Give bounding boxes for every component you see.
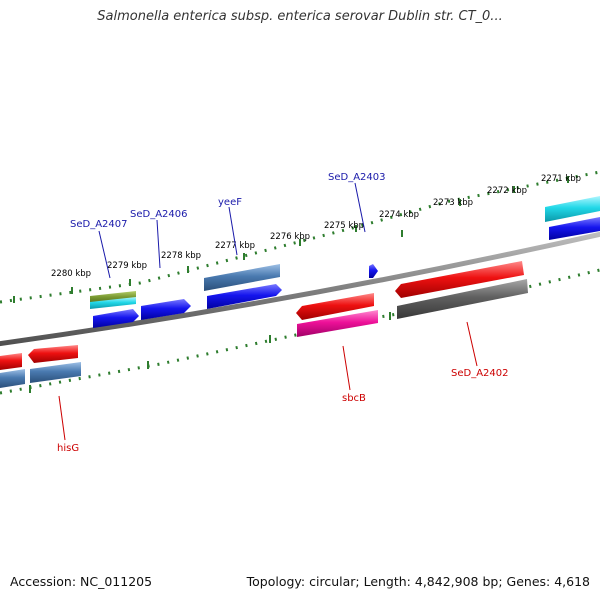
leader-sbcB <box>342 345 351 391</box>
tick-label: 2271 kbp <box>541 174 581 184</box>
gene-label-hisG[interactable]: hisG <box>57 443 79 454</box>
leader-SeD_A2406 <box>156 219 161 269</box>
gene-label-SeD_A2402[interactable]: SeD_A2402 <box>451 368 509 379</box>
tick-label: 2274 kbp <box>379 210 419 220</box>
tick-label: 2279 kbp <box>107 261 147 271</box>
accession-text: Accession: NC_011205 <box>10 574 153 589</box>
plus-strand-features <box>90 196 600 328</box>
gene-block-SeD_A2402-gray[interactable] <box>397 279 528 319</box>
gene-label-sbcB[interactable]: sbcB <box>342 393 366 404</box>
tick-label: 2273 kbp <box>433 198 473 208</box>
tick-label: 2280 kbp <box>51 269 91 279</box>
gene-label-SeD_A2403[interactable]: SeD_A2403 <box>328 172 386 183</box>
gene-label-SeD_A2407[interactable]: SeD_A2407 <box>70 219 128 230</box>
gene-label-yeeF[interactable]: yeeF <box>218 197 242 208</box>
gene-block-hisG-steel[interactable] <box>30 362 81 383</box>
gene-block-yeeF-steel[interactable] <box>204 264 280 291</box>
gene-block-SeD_A2407-cyan[interactable] <box>90 297 136 309</box>
tick-label: 2275 kbp <box>324 221 364 231</box>
gene-arrow-left-red[interactable] <box>0 353 22 370</box>
gene-arrow-sbcB[interactable] <box>296 293 374 320</box>
gene-arrow-SeD_A2407[interactable] <box>93 309 139 328</box>
gene-block-right-cyan[interactable] <box>545 196 600 222</box>
gene-block-sbcB-magenta[interactable] <box>297 310 378 337</box>
minus-strand-features <box>0 261 528 388</box>
gene-arrow-SeD_A2403[interactable] <box>369 264 378 278</box>
leader-hisG <box>58 395 66 441</box>
gene-arrow-yeeF[interactable] <box>207 284 282 309</box>
tick-label: 2278 kbp <box>161 251 201 261</box>
leader-SeD_A2403 <box>354 182 366 233</box>
map-title: Salmonella enterica subsp. enterica sero… <box>97 9 503 24</box>
gene-arrow-SeD_A2402[interactable] <box>395 261 524 298</box>
lower-major-ticks <box>29 287 511 393</box>
tick-label: 2276 kbp <box>270 232 310 242</box>
tick-label: 2272 kbp <box>487 186 527 196</box>
upper-major-ticks <box>13 176 569 303</box>
gene-arrow-hisG[interactable] <box>28 345 78 363</box>
gene-block-left-steel[interactable] <box>0 369 25 388</box>
leader-SeD_A2407 <box>98 230 111 279</box>
gene-arrow-SeD_A2406[interactable] <box>141 299 191 320</box>
genome-backbone <box>0 231 600 347</box>
gene-arrow-right-blue[interactable] <box>549 217 600 240</box>
leader-yeeF <box>228 206 238 256</box>
leader-SeD_A2402 <box>466 321 478 367</box>
genome-summary-text: Topology: circular; Length: 4,842,908 bp… <box>246 574 590 589</box>
gene-label-SeD_A2406[interactable]: SeD_A2406 <box>130 209 188 220</box>
label-leader-lines <box>58 182 478 441</box>
